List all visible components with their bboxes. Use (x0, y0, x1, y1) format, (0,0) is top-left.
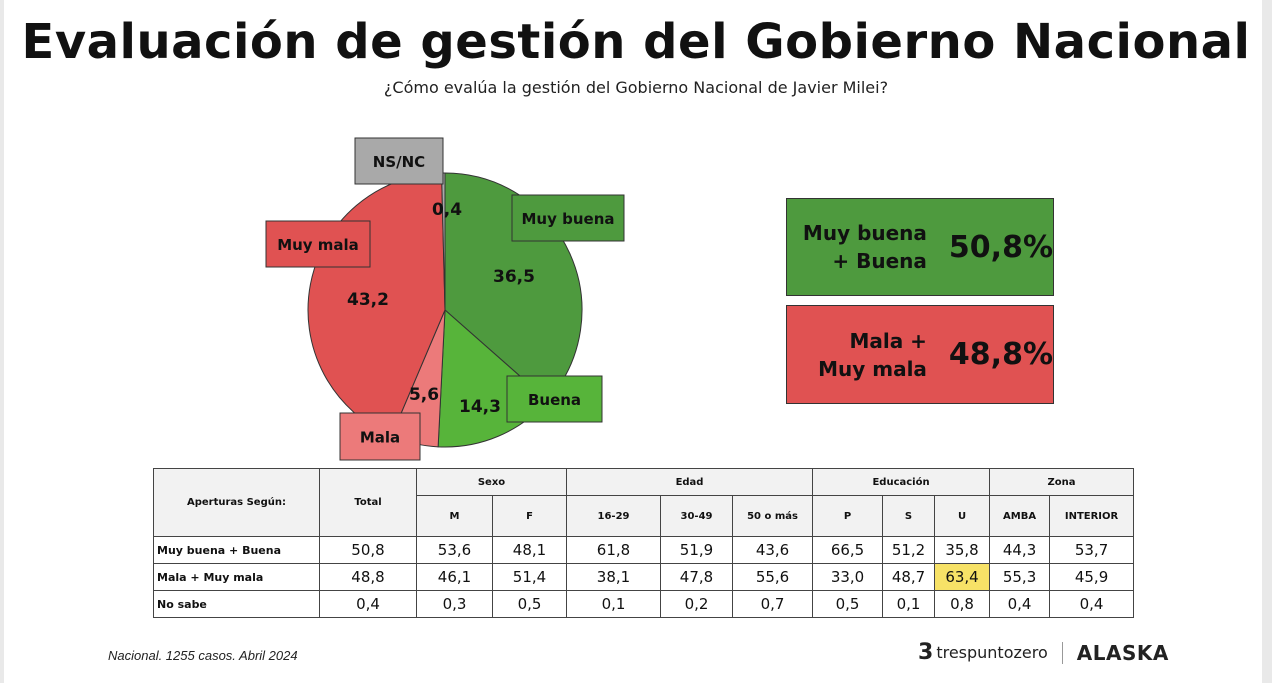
crosstab-table: Aperturas Según: Total Sexo Edad Educaci… (153, 468, 1135, 618)
trespuntozero-logo: trespuntozero (936, 643, 1048, 662)
slice-label-muy-buena: Muy buena (522, 210, 615, 228)
table-cell: 61,8 (566, 536, 661, 564)
col-header: 50 o más (731, 495, 814, 537)
table-cell: 48,8 (319, 563, 417, 591)
col-header: P (812, 495, 884, 537)
table-corner-header: Aperturas Según: (153, 468, 320, 537)
table-total-header: Total (319, 468, 417, 537)
brand-logos: 3 trespuntozero ALASKA (918, 640, 1169, 665)
legend-box-buena (506, 375, 603, 423)
table-cell: 33,0 (812, 563, 884, 591)
row-label: No sabe (153, 590, 320, 618)
table-cell: 0,8 (934, 590, 991, 618)
page-title: Evaluación de gestión del Gobierno Nacio… (21, 14, 1251, 70)
table-cell: 53,6 (416, 536, 493, 564)
table-cell: 0,3 (416, 590, 493, 618)
trespuntozero-logo-mark: 3 (918, 640, 934, 665)
table-cell: 38,1 (566, 563, 661, 591)
group-header-edad: Edad (565, 468, 814, 496)
slice-value-muy-mala: 43,2 (347, 290, 389, 310)
table-cell: 66,5 (812, 536, 884, 564)
chart-subtitle: ¿Cómo evalúa la gestión del Gobierno Nac… (383, 78, 889, 97)
slice-value-ns-nc: 0,4 (432, 200, 462, 220)
table-cell: 46,1 (416, 563, 493, 591)
table-cell: 0,1 (882, 590, 936, 618)
slice-label-buena: Buena (528, 391, 581, 409)
slice-value-buena: 14,3 (459, 397, 501, 417)
table-cell: 0,5 (492, 590, 567, 618)
table-row: No sabe 0,4 0,3 0,5 0,1 0,2 0,7 0,5 0,1 … (153, 590, 1135, 618)
slice-label-mala: Mala (360, 429, 400, 447)
legend-box-muy-buena (511, 194, 625, 242)
table-cell: 47,8 (660, 563, 733, 591)
col-header: M (416, 495, 493, 537)
summary-negative-box: Mala + Muy mala 48,8% (786, 305, 1054, 404)
row-label: Muy buena + Buena (153, 536, 320, 564)
table-cell: 43,6 (731, 536, 814, 564)
table-cell: 0,2 (660, 590, 733, 618)
table-row: Muy buena + Buena 50,8 53,6 48,1 61,8 51… (153, 536, 1135, 564)
table-cell: 48,7 (882, 563, 936, 591)
col-header: U (934, 495, 991, 537)
table-cell: 51,4 (492, 563, 567, 591)
group-header-sexo: Sexo (416, 468, 567, 496)
table-cell: 0,7 (731, 590, 814, 618)
table-cell: 0,4 (989, 590, 1051, 618)
table-cell: 45,9 (1049, 563, 1135, 591)
table-cell: 55,6 (731, 563, 814, 591)
legend-box-mala (339, 412, 421, 461)
brand-divider (1061, 641, 1063, 664)
col-header: S (882, 495, 936, 537)
table-cell: 50,8 (319, 536, 417, 564)
col-header: 16-29 (566, 495, 661, 537)
summary-negative-label: Mala + Muy mala (818, 328, 927, 381)
slice-value-muy-buena: 36,5 (493, 267, 535, 287)
table-cell: 44,3 (989, 536, 1051, 564)
group-header-educacion: Educación (812, 468, 991, 496)
slice-label-ns-nc: NS/NC (373, 153, 425, 171)
table-cell-highlighted: 63,4 (934, 563, 991, 591)
table-cell: 0,4 (319, 590, 417, 618)
table-cell: 51,2 (882, 536, 936, 564)
table-cell: 53,7 (1049, 536, 1135, 564)
col-header: INTERIOR (1049, 495, 1135, 537)
summary-negative-value: 48,8% (948, 337, 1053, 372)
footer-note: Nacional. 1255 casos. Abril 2024 (108, 648, 298, 663)
legend-box-muy-mala (265, 220, 371, 268)
table-cell: 55,3 (989, 563, 1051, 591)
summary-positive-box: Muy buena + Buena 50,8% (786, 198, 1054, 296)
slice-value-mala: 5,6 (409, 385, 439, 405)
group-header-zona: Zona (989, 468, 1135, 496)
slice-label-muy-mala: Muy mala (277, 236, 359, 254)
summary-positive-value: 50,8% (948, 229, 1053, 265)
alaska-logo: ALASKA (1076, 640, 1169, 665)
summary-positive-label: Muy buena + Buena (802, 221, 927, 273)
table-cell: 35,8 (934, 536, 991, 564)
legend-box-ns-nc (354, 137, 444, 185)
table-cell: 0,4 (1049, 590, 1135, 618)
col-header: 30-49 (660, 495, 733, 537)
row-label: Mala + Muy mala (153, 563, 320, 591)
col-header: F (492, 495, 567, 537)
table-cell: 48,1 (492, 536, 567, 564)
table-cell: 51,9 (660, 536, 733, 564)
table-cell: 0,1 (566, 590, 661, 618)
col-header: AMBA (989, 495, 1051, 537)
table-cell: 0,5 (812, 590, 884, 618)
table-row: Mala + Muy mala 48,8 46,1 51,4 38,1 47,8… (153, 563, 1135, 591)
